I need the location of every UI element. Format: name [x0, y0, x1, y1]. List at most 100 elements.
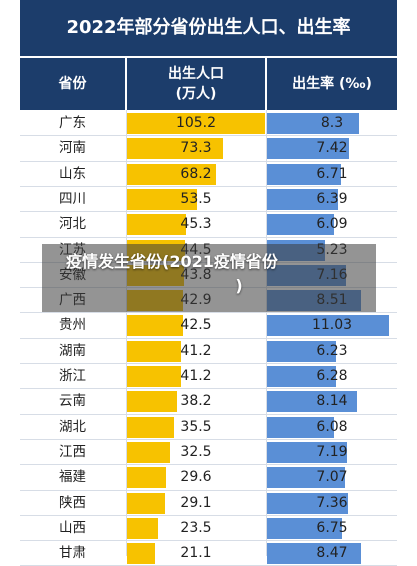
- column-divider: [126, 110, 127, 556]
- population-bar: [127, 340, 181, 362]
- province-cell: 云南: [59, 393, 86, 410]
- province-cell: 广东: [59, 115, 86, 131]
- rate-bar: [267, 366, 336, 387]
- province-cell: 湖南: [59, 342, 86, 359]
- rate-bar: [267, 188, 338, 210]
- rate-value: 7.42: [316, 140, 348, 157]
- population-value: 29.1: [180, 494, 212, 511]
- row-separator: [20, 312, 397, 314]
- rate-value: 6.75: [316, 519, 348, 536]
- caption-banner: [42, 244, 376, 312]
- column-divider: [266, 110, 267, 556]
- population-bar: [127, 138, 223, 160]
- row-separator: [20, 185, 397, 187]
- population-bar: [127, 188, 197, 210]
- province-cell: 山西: [59, 519, 86, 536]
- header-rate: 出生率 (‰): [267, 58, 397, 110]
- rate-value: 7.36: [316, 494, 348, 511]
- province-cell: 湖北: [59, 418, 86, 435]
- rate-bar: [267, 163, 341, 185]
- rate-bar: [267, 138, 349, 160]
- population-bar: [127, 416, 174, 438]
- population-bar: [127, 113, 265, 134]
- rate-bar: [267, 492, 348, 514]
- rate-bar: [267, 340, 336, 362]
- province-cell: 江西: [59, 443, 86, 460]
- chart-title: 2022年部分省份出生人口、出生率: [20, 0, 397, 56]
- population-bar: [127, 366, 181, 387]
- population-value: 32.5: [180, 443, 212, 460]
- rate-value: 8.47: [316, 545, 348, 562]
- province-cell: 福建: [59, 469, 86, 486]
- row-separator: [20, 363, 397, 364]
- rate-bar: [267, 315, 389, 337]
- row-separator: [20, 438, 397, 440]
- population-value: 38.2: [180, 393, 212, 410]
- header-province: 省份: [20, 58, 125, 110]
- population-bar: [127, 391, 177, 413]
- population-value: 41.2: [180, 368, 212, 384]
- caption-line-1: 疫情发生省份(2021疫情省份: [66, 252, 278, 271]
- population-value: 21.1: [180, 545, 212, 562]
- province-cell: 山东: [59, 165, 86, 182]
- rate-bar: [267, 441, 347, 463]
- rate-value: 8.3: [320, 115, 344, 131]
- rate-value: 6.28: [316, 368, 348, 384]
- rate-value: 7.07: [316, 469, 348, 486]
- rate-bar: [267, 391, 357, 413]
- province-cell: 陕西: [59, 494, 86, 511]
- rate-value: 7.19: [316, 443, 348, 460]
- population-value: 29.6: [180, 469, 212, 486]
- population-value: 105.2: [175, 115, 217, 131]
- row-separator: [20, 388, 397, 390]
- province-cell: 甘肃: [59, 545, 86, 562]
- rate-value: 6.09: [316, 216, 348, 233]
- population-bar: [127, 315, 183, 337]
- province-cell: 四川: [59, 190, 86, 207]
- rate-bar: [267, 113, 359, 134]
- population-bar: [127, 492, 165, 514]
- population-value: 35.5: [180, 418, 212, 435]
- row-separator: [20, 160, 397, 162]
- population-value: 45.3: [180, 216, 212, 233]
- header-population-label: 出生人口: [168, 66, 224, 82]
- rate-value: 11.03: [311, 317, 353, 334]
- rate-bar: [267, 517, 342, 539]
- rate-bar: [267, 467, 345, 489]
- row-separator: [20, 540, 397, 542]
- caption-banner-text: 疫情发生省份(2021疫情省份 ): [44, 250, 374, 298]
- rate-value: 6.71: [316, 165, 348, 182]
- population-value: 68.2: [180, 165, 212, 182]
- header-population: 出生人口 (万人): [127, 58, 265, 110]
- rate-value: 8.14: [316, 393, 348, 410]
- row-separator: [20, 489, 397, 491]
- province-cell: 浙江: [59, 368, 86, 384]
- rate-bar: [267, 416, 334, 438]
- province-cell: 河北: [59, 216, 86, 233]
- rate-bar: [267, 214, 334, 236]
- caption-line-2: ): [235, 276, 243, 295]
- population-bar: [127, 441, 170, 463]
- header-population-unit: (万人): [175, 86, 217, 102]
- population-value: 73.3: [180, 140, 212, 157]
- row-separator: [20, 413, 397, 415]
- row-separator: [20, 464, 397, 466]
- rate-value: 6.39: [316, 190, 348, 207]
- row-separator: [20, 337, 397, 339]
- row-separator: [20, 211, 397, 213]
- row-separator: [20, 514, 397, 516]
- province-cell: 河南: [59, 140, 86, 157]
- population-bar: [127, 467, 166, 489]
- population-value: 42.5: [180, 317, 212, 334]
- population-value: 53.5: [180, 190, 212, 207]
- rate-value: 6.08: [316, 418, 348, 435]
- population-value: 41.2: [180, 342, 212, 359]
- row-separator: [20, 236, 397, 238]
- population-bar: [127, 163, 216, 185]
- population-bar: [127, 214, 186, 236]
- population-bar: [127, 517, 158, 539]
- province-cell: 贵州: [59, 317, 86, 334]
- row-separator: [20, 135, 397, 137]
- population-value: 23.5: [180, 519, 212, 536]
- rate-value: 6.23: [316, 342, 348, 359]
